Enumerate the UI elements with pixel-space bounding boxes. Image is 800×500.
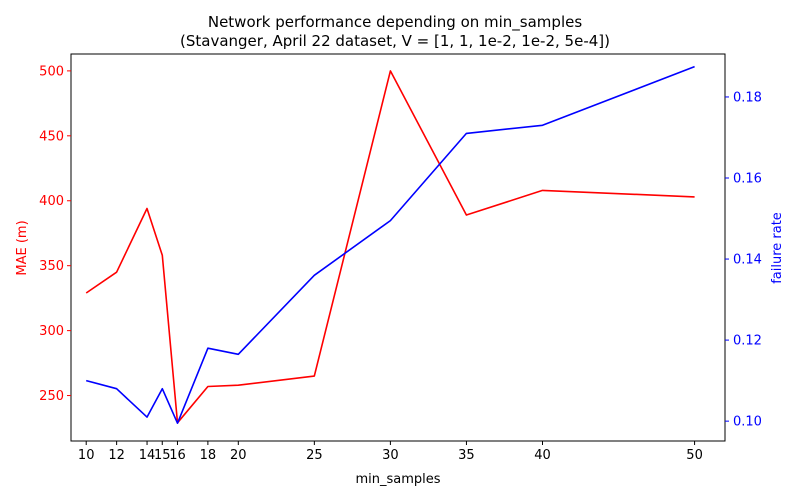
x-tick-label: 16 [169, 448, 186, 463]
x-tick-label: 14 [139, 448, 156, 463]
x-tick-label: 12 [108, 448, 125, 463]
y-left-tick-label: 450 [39, 129, 64, 144]
y-right-tick-label: 0.10 [733, 415, 762, 430]
y-left-tick-label: 250 [39, 389, 64, 404]
series-line-left-axis [85, 70, 695, 424]
y-right-tick-label: 0.12 [733, 334, 762, 349]
x-tick-label: 40 [534, 448, 551, 463]
y-right-tick-label: 0.18 [733, 90, 762, 105]
x-tick-label: 18 [200, 448, 217, 463]
y-right-tick-label: 0.16 [733, 172, 762, 187]
y-left-tick-label: 300 [39, 324, 64, 339]
y-left-axis-label: MAE (m) [15, 220, 30, 275]
x-tick-label: 35 [458, 448, 475, 463]
x-tick-label: 10 [78, 448, 95, 463]
x-axis-label: min_samples [355, 472, 440, 487]
y-right-axis-ticks: 0.10 0.12 0.14 0.16 0.18 [725, 90, 762, 430]
series-line-right-axis [85, 65, 695, 425]
chart-title-line2: (Stavanger, April 22 dataset, V = [1, 1,… [180, 32, 610, 50]
y-right-axis-label: failure rate [770, 212, 785, 284]
y-left-axis-ticks: 250 300 350 400 450 500 [39, 64, 71, 404]
y-left-tick-label: 400 [39, 194, 64, 209]
plot-frame [70, 53, 726, 442]
x-tick-label: 30 [382, 448, 399, 463]
chart-title-line1: Network performance depending on min_sam… [208, 13, 582, 32]
plot-area [85, 65, 695, 425]
y-left-tick-label: 350 [39, 259, 64, 274]
x-tick-label: 25 [306, 448, 323, 463]
x-tick-label: 50 [686, 448, 703, 463]
y-right-tick-label: 0.14 [733, 253, 762, 268]
x-tick-label: 15 [154, 448, 171, 463]
x-tick-label: 20 [230, 448, 247, 463]
y-left-tick-label: 500 [39, 64, 64, 79]
